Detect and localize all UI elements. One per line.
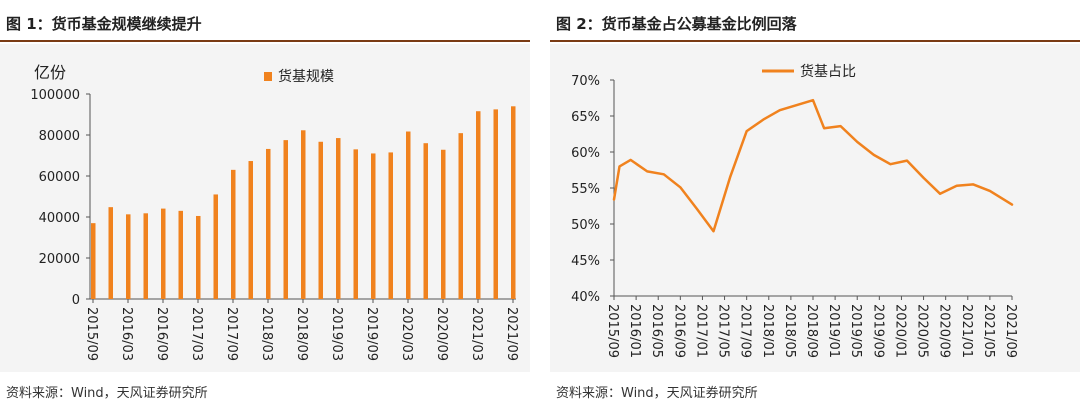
line-chart: 货基占比 40% 45% 50% 55% 60% 65% 70% 2015/09 2016/01 2… — [571, 63, 1018, 358]
line-ytick-label: 45% — [571, 254, 600, 269]
bar-ytick-label: 20000 — [39, 252, 80, 267]
line-xtick-label: 2019/01 — [826, 304, 841, 358]
line-xtick-label: 2019/05 — [848, 304, 863, 358]
line-xtick-label: 2018/01 — [760, 304, 775, 358]
line-ytick-label: 50% — [571, 218, 600, 233]
line-xtick-label: 2020/05 — [915, 304, 930, 358]
bar-mark — [318, 141, 323, 299]
bar-ytick-label: 100000 — [30, 88, 80, 103]
bar-legend-swatch — [264, 72, 272, 81]
right-source-note: 资料来源：Wind，天风证券研究所 — [556, 386, 758, 401]
bar-mark — [406, 131, 411, 299]
line-xtick-label: 2015/09 — [605, 304, 620, 358]
bar-mark — [511, 106, 516, 299]
bar-mark — [336, 138, 341, 299]
right-plot-background — [550, 44, 1080, 372]
line-xtick-label: 2021/05 — [981, 304, 996, 358]
bar-chart-ylabel: 亿份 — [34, 63, 66, 82]
bar-xtick-label: 2017/09 — [224, 307, 239, 361]
left-source-note: 资料来源：Wind，天风证券研究所 — [6, 386, 208, 401]
line-xtick-label: 2016/05 — [649, 304, 664, 358]
line-xtick-label: 2020/01 — [892, 304, 907, 358]
bar-ytick-label: 40000 — [39, 211, 80, 226]
line-xtick-label: 2016/09 — [671, 304, 686, 358]
left-panel: 图 1：货币基金规模继续提升 亿份 货基规模 0 20000 40000 60000 800… — [0, 0, 530, 417]
bar-mark — [161, 208, 166, 299]
line-xtick-label: 2017/05 — [716, 304, 731, 358]
bar-mark — [283, 140, 288, 299]
bar-xtick-label: 2019/03 — [329, 307, 344, 361]
line-xtick-label: 2021/01 — [959, 304, 974, 358]
bar-mark — [231, 169, 236, 299]
bar-mark — [213, 194, 218, 299]
bar-mark — [441, 149, 446, 299]
bar-mark — [248, 161, 253, 299]
line-ytick-label: 60% — [571, 146, 600, 161]
line-xtick-label: 2017/01 — [693, 304, 708, 358]
bar-xtick-label: 2019/09 — [364, 307, 379, 361]
right-title-rule — [550, 40, 1080, 42]
bar-xtick-label: 2020/03 — [399, 307, 414, 361]
bar-mark — [458, 133, 463, 299]
bar-ytick-label: 0 — [72, 293, 80, 308]
line-ytick-label: 70% — [571, 74, 600, 89]
line-ytick-label: 55% — [571, 182, 600, 197]
line-xtick-label: 2021/09 — [1003, 304, 1018, 358]
line-xtick-label: 2016/01 — [627, 304, 642, 358]
line-xtick-label: 2018/09 — [804, 304, 819, 358]
bar-mark — [371, 153, 376, 299]
bar-xtick-label: 2018/03 — [259, 307, 274, 361]
left-chart-title: 图 1：货币基金规模继续提升 — [6, 15, 202, 33]
bar-xtick-label: 2015/09 — [84, 307, 99, 361]
bar-mark — [476, 111, 481, 299]
bar-xtick-label: 2021/09 — [504, 307, 519, 361]
bar-xtick-label: 2020/09 — [434, 307, 449, 361]
line-xtick-label: 2017/09 — [738, 304, 753, 358]
right-chart-title: 图 2：货币基金占公募基金比例回落 — [556, 15, 797, 33]
bar-xtick-label: 2018/09 — [294, 307, 309, 361]
line-xtick-label: 2019/09 — [870, 304, 885, 358]
bar-chart: 亿份 货基规模 0 20000 40000 60000 80000 100000 2015/09… — [30, 63, 519, 361]
bar-xtick-label: 2017/03 — [189, 307, 204, 361]
bar-legend-label: 货基规模 — [278, 68, 334, 85]
bar-xtick-label: 2016/03 — [119, 307, 134, 361]
bar-mark — [493, 109, 498, 299]
bar-ytick-label: 80000 — [39, 129, 80, 144]
bar-mark — [301, 130, 306, 299]
bar-xtick-label: 2016/09 — [154, 307, 169, 361]
right-panel: 图 2：货币基金占公募基金比例回落 货基占比 40% 45% 50% 55% 60% 65%… — [550, 0, 1080, 417]
bar-ytick-label: 60000 — [39, 170, 80, 185]
bar-mark — [388, 152, 393, 299]
line-xtick-label: 2018/05 — [782, 304, 797, 358]
bar-mark — [266, 148, 271, 299]
bar-mark — [423, 143, 428, 299]
bar-mark — [353, 149, 358, 299]
bar-mark — [178, 210, 183, 299]
bar-xtick-label: 2021/03 — [469, 307, 484, 361]
bar-mark — [143, 213, 148, 299]
left-title-rule — [0, 40, 530, 42]
line-ytick-label: 40% — [571, 290, 600, 305]
line-xtick-label: 2020/09 — [937, 304, 952, 358]
bar-mark — [126, 214, 131, 299]
line-series-货基占比 — [612, 98, 1014, 233]
bar-mark — [196, 215, 201, 299]
bar-mark — [108, 207, 113, 299]
line-legend-label: 货基占比 — [800, 63, 856, 80]
line-ytick-label: 65% — [571, 110, 600, 125]
bar-mark — [91, 223, 96, 299]
